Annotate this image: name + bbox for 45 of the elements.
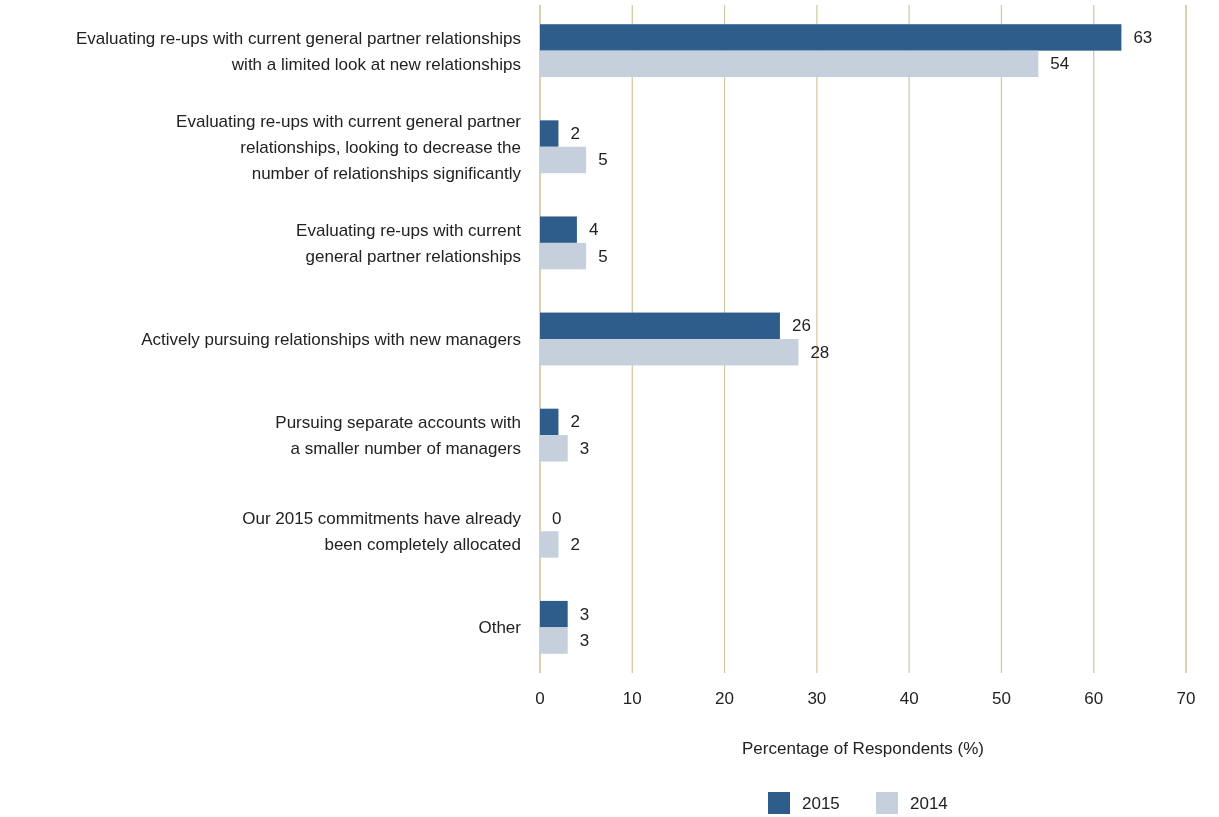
bar — [540, 600, 568, 628]
y-tick-label: Actively pursuing relationships with new managers — [141, 329, 521, 349]
legend-label: 2014 — [910, 793, 948, 813]
data-label: 54 — [1050, 54, 1070, 74]
data-label: 63 — [1133, 27, 1153, 47]
data-label: 4 — [588, 220, 599, 240]
y-tick-label: Our 2015 commitments have already been completely allocated — [242, 508, 522, 554]
x-tick-label: 30 — [807, 689, 827, 708]
data-label: 2 — [570, 412, 580, 432]
x-tick-label: 10 — [622, 689, 642, 708]
data-label: 3 — [579, 604, 590, 624]
x-tick-label: 50 — [991, 689, 1011, 708]
data-label: 26 — [791, 316, 811, 336]
x-tick-label: 40 — [899, 689, 919, 708]
bar — [540, 339, 799, 366]
legend-label: 2015 — [802, 793, 840, 813]
bar — [540, 627, 568, 654]
y-tick-label: Evaluating re-ups with current general partner relationships with a limited look at new relationships — [75, 28, 521, 74]
bar — [540, 24, 1122, 51]
data-label: 5 — [598, 150, 608, 170]
bar — [540, 216, 577, 243]
data-label: 28 — [810, 342, 830, 362]
bar — [540, 242, 587, 270]
data-label: 3 — [579, 631, 590, 651]
y-tick-label: Evaluating re-ups with current general partner relationships — [296, 220, 522, 266]
bar — [540, 312, 780, 339]
x-tick-label: 20 — [715, 689, 735, 708]
y-tick-label: Other — [478, 617, 522, 637]
y-tick-label: Pursuing separate accounts with a smaller number of managers — [275, 412, 521, 458]
x-tick-label: 0 — [535, 689, 545, 708]
bar — [540, 435, 568, 462]
data-label: 2 — [570, 534, 580, 554]
bar — [540, 531, 559, 558]
data-label: 0 — [552, 508, 562, 528]
bar — [540, 120, 559, 147]
data-label: 2 — [570, 124, 580, 144]
data-label: 3 — [579, 438, 590, 458]
x-tick-label: 70 — [1176, 689, 1196, 708]
x-tick-label: 60 — [1084, 689, 1104, 708]
bar — [540, 50, 1039, 78]
bar — [540, 146, 587, 174]
bar — [540, 408, 559, 436]
y-tick-label: Evaluating re-ups with current general partner relationships, looking to decrease the number of relationships significantly — [176, 111, 522, 183]
data-label: 5 — [598, 246, 608, 266]
x-axis-title: Percentage of Respondents (%) — [742, 739, 984, 758]
